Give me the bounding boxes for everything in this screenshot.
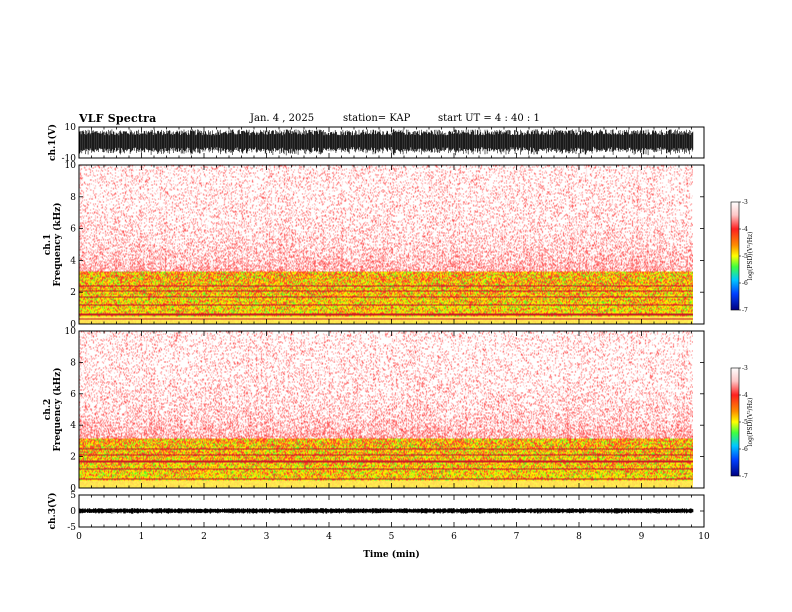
x-tick-label: 0	[76, 532, 82, 542]
y-tick-label: 5	[70, 491, 76, 501]
station-label: station= KAP	[343, 113, 411, 124]
x-tick-label: 9	[639, 532, 645, 542]
x-ticks: 0 1 2 3 4 5 6 7 8 9 10	[76, 495, 710, 542]
x-tick-label: 4	[326, 532, 332, 542]
y-axis-label: ch.1 Frequency (kHz)	[43, 202, 63, 286]
y-tick-label: 4	[70, 256, 76, 266]
y-axis-label: ch.1(V)	[47, 124, 58, 161]
colorbar	[730, 201, 740, 311]
x-tick-label: 3	[264, 532, 270, 542]
colorbar-tick-label: -5	[742, 253, 748, 260]
y-tick-label: 2	[70, 453, 76, 463]
y-tick-label: 10	[65, 123, 77, 133]
colorbar-tick-label: -7	[742, 307, 748, 314]
x-ticks	[78, 127, 705, 158]
ch2-spectrogram-image	[79, 331, 693, 488]
y-ticks: 0 2 4 6 8 10	[65, 327, 704, 494]
x-tick-label: 5	[389, 532, 395, 542]
y-ticks: 0 2 4 6 8 10	[65, 161, 704, 330]
y-tick-label: -10	[62, 154, 77, 164]
y-tick-label: 0	[70, 484, 76, 494]
colorbar-label: log(PSD)(V²/Hz)	[747, 232, 754, 281]
y-axis-label: ch.2 Frequency (kHz)	[43, 367, 63, 451]
colorbar-tick-label: -4	[742, 392, 748, 399]
y-axis-label-line: Frequency (kHz)	[52, 367, 63, 451]
start-ut-label: start UT = 4 : 40 : 1	[438, 113, 540, 124]
x-ticks	[78, 331, 705, 488]
y-ticks: 10 -10	[62, 123, 704, 164]
date-label: Jan. 4 , 2025	[250, 113, 315, 124]
y-tick-label: 10	[65, 161, 77, 171]
colorbar-tick-label: -7	[742, 473, 748, 480]
y-axis-label-line: ch.3(V)	[47, 493, 58, 530]
x-tick-label: 6	[451, 532, 457, 542]
x-tick-label: 1	[139, 532, 145, 542]
colorbar-ticks: -3 -4 -5 -6 -7	[739, 365, 748, 480]
y-tick-label: 0	[70, 507, 76, 517]
colorbar-tick-label: -5	[742, 419, 748, 426]
x-tick-label: 10	[698, 532, 710, 542]
y-ticks: 5 0 -5	[67, 491, 704, 533]
ch1-waveform-trace	[78, 129, 694, 156]
x-tick-label: 8	[576, 532, 582, 542]
y-tick-label: 6	[70, 225, 76, 235]
y-tick-label: 10	[65, 327, 77, 337]
colorbar-tick-label: -6	[742, 280, 748, 287]
y-axis-label-line: ch.1(V)	[47, 124, 58, 161]
colorbar-ticks: -3 -4 -5 -6 -7	[739, 199, 748, 314]
x-tick-label: 7	[514, 532, 520, 542]
y-axis-label-line: ch.2	[43, 399, 53, 420]
colorbar-label: log(PSD)(V²/Hz)	[747, 398, 754, 447]
x-axis-label: Time (min)	[363, 549, 420, 560]
y-tick-label: -5	[67, 523, 76, 533]
colorbar-tick-label: -3	[742, 199, 748, 206]
y-tick-label: 6	[70, 390, 76, 400]
colorbar	[730, 367, 740, 477]
y-tick-label: 8	[70, 358, 76, 368]
ch3-waveform-trace	[78, 508, 694, 514]
colorbar-tick-label: -6	[742, 446, 748, 453]
y-axis-label-line: Frequency (kHz)	[52, 202, 63, 286]
colorbar-tick-label: -3	[742, 365, 748, 372]
x-tick-label: 2	[201, 532, 207, 542]
y-tick-label: 4	[70, 421, 76, 431]
y-tick-label: 2	[70, 288, 76, 298]
chart-title: VLF Spectra	[79, 112, 157, 125]
colorbar-tick-label: -4	[742, 226, 748, 233]
y-axis-label: ch.3(V)	[47, 493, 58, 530]
y-tick-label: 0	[70, 320, 76, 330]
y-tick-label: 8	[70, 193, 76, 203]
y-axis-label-line: ch.1	[43, 234, 53, 255]
x-ticks	[78, 165, 705, 324]
ch1-spectrogram-image	[79, 165, 693, 324]
